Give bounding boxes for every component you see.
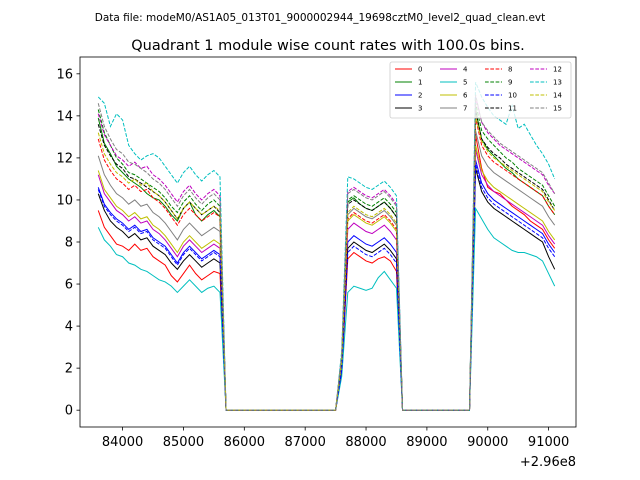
x-offset-label: +2.96e8: [520, 455, 576, 470]
series-line-4: [97, 149, 556, 411]
legend-label-14: 14: [553, 92, 562, 100]
y-tick-label: 14: [56, 109, 73, 124]
x-tick-label: 91000: [528, 435, 569, 450]
plot-frame: [79, 56, 577, 428]
x-tick-label: 89000: [406, 435, 447, 450]
x-tick-label: 84000: [102, 435, 143, 450]
chart-title: Quadrant 1 module wise count rates with …: [131, 38, 525, 54]
series-line-1: [97, 109, 556, 411]
axes-layer: 84000 85000 86000 87000 88000 89000 90000 91000…: [56, 67, 569, 450]
legend-label-5: 5: [463, 79, 467, 87]
x-tick-label: 88000: [345, 435, 386, 450]
legend-label-3: 3: [418, 105, 422, 113]
series-line-5: [97, 206, 556, 411]
legend-label-12: 12: [553, 66, 562, 74]
series-line-3: [97, 168, 556, 411]
x-tick-label: 85000: [163, 435, 204, 450]
y-tick-label: 10: [56, 193, 73, 208]
series-line-2: [97, 159, 556, 411]
y-tick-label: 6: [65, 278, 73, 293]
legend-label-10: 10: [508, 92, 517, 100]
series-layer: [97, 82, 556, 411]
suptitle: Data file: modeM0/AS1A05_013T01_90000029…: [95, 12, 546, 24]
legend-label-0: 0: [418, 66, 422, 74]
series-line-15: [97, 94, 556, 411]
legend-label-13: 13: [553, 79, 562, 87]
y-tick-label: 16: [56, 67, 73, 82]
series-line-10: [97, 164, 556, 411]
x-tick-label: 86000: [224, 435, 265, 450]
legend-label-4: 4: [463, 66, 468, 74]
y-tick-label: 8: [65, 236, 73, 251]
legend-label-9: 9: [508, 79, 512, 87]
series-line-8: [97, 117, 556, 411]
legend-label-15: 15: [553, 105, 562, 113]
series-line-11: [97, 111, 556, 411]
series-line-6: [97, 145, 556, 411]
legend-box: [389, 61, 572, 119]
series-line-0: [97, 134, 556, 411]
series-line-14: [97, 115, 556, 411]
legend-label-8: 8: [508, 66, 512, 74]
legend-label-1: 1: [418, 79, 422, 87]
legend-label-2: 2: [418, 92, 422, 100]
series-line-7: [97, 130, 556, 411]
series-line-12: [97, 96, 556, 411]
x-tick-label: 87000: [284, 435, 325, 450]
y-tick-label: 12: [56, 151, 73, 166]
y-tick-label: 4: [65, 320, 73, 335]
legend-label-11: 11: [508, 105, 517, 113]
legend-label-6: 6: [463, 92, 468, 100]
legend-label-7: 7: [463, 105, 467, 113]
y-tick-label: 2: [65, 362, 73, 377]
y-tick-label: 0: [65, 404, 73, 419]
series-line-13: [97, 82, 556, 411]
x-tick-label: 90000: [467, 435, 508, 450]
